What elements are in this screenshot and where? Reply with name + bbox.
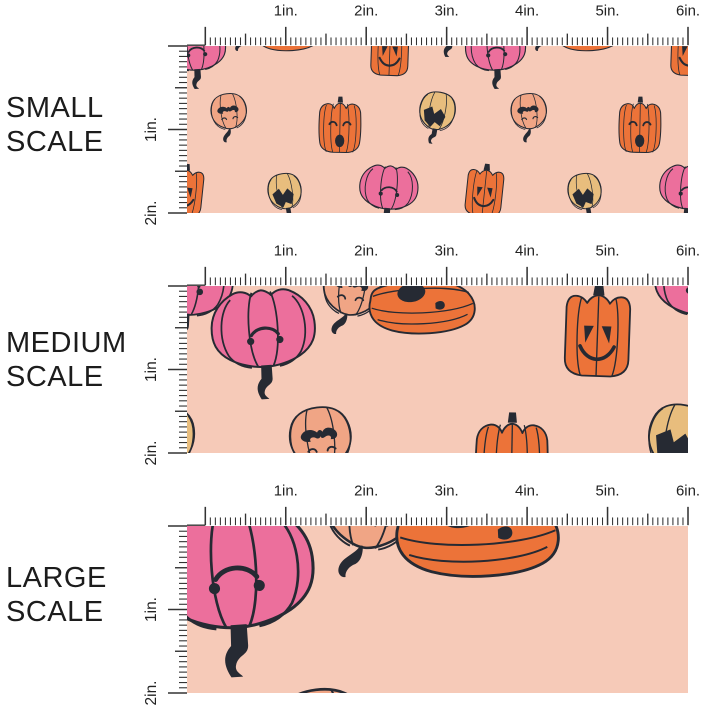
- svg-text:5in.: 5in.: [596, 483, 620, 500]
- svg-text:4in.: 4in.: [515, 2, 539, 19]
- svg-text:4in.: 4in.: [515, 243, 539, 260]
- svg-text:2in.: 2in.: [143, 681, 160, 706]
- svg-text:2in.: 2in.: [354, 483, 378, 500]
- svg-text:1in.: 1in.: [274, 2, 298, 19]
- svg-text:6in.: 6in.: [676, 2, 700, 19]
- svg-text:6in.: 6in.: [676, 243, 700, 260]
- svg-text:5in.: 5in.: [596, 243, 620, 260]
- svg-text:5in.: 5in.: [596, 2, 620, 19]
- svg-text:3in.: 3in.: [435, 243, 459, 260]
- svg-text:2in.: 2in.: [354, 2, 378, 19]
- svg-text:1in.: 1in.: [274, 243, 298, 260]
- svg-text:2in.: 2in.: [354, 243, 378, 260]
- svg-text:2in.: 2in.: [143, 441, 160, 466]
- svg-text:2in.: 2in.: [143, 200, 160, 225]
- svg-text:6in.: 6in.: [676, 483, 700, 500]
- svg-text:3in.: 3in.: [435, 483, 459, 500]
- svg-text:1in.: 1in.: [274, 483, 298, 500]
- svg-text:3in.: 3in.: [435, 2, 459, 19]
- svg-text:4in.: 4in.: [515, 483, 539, 500]
